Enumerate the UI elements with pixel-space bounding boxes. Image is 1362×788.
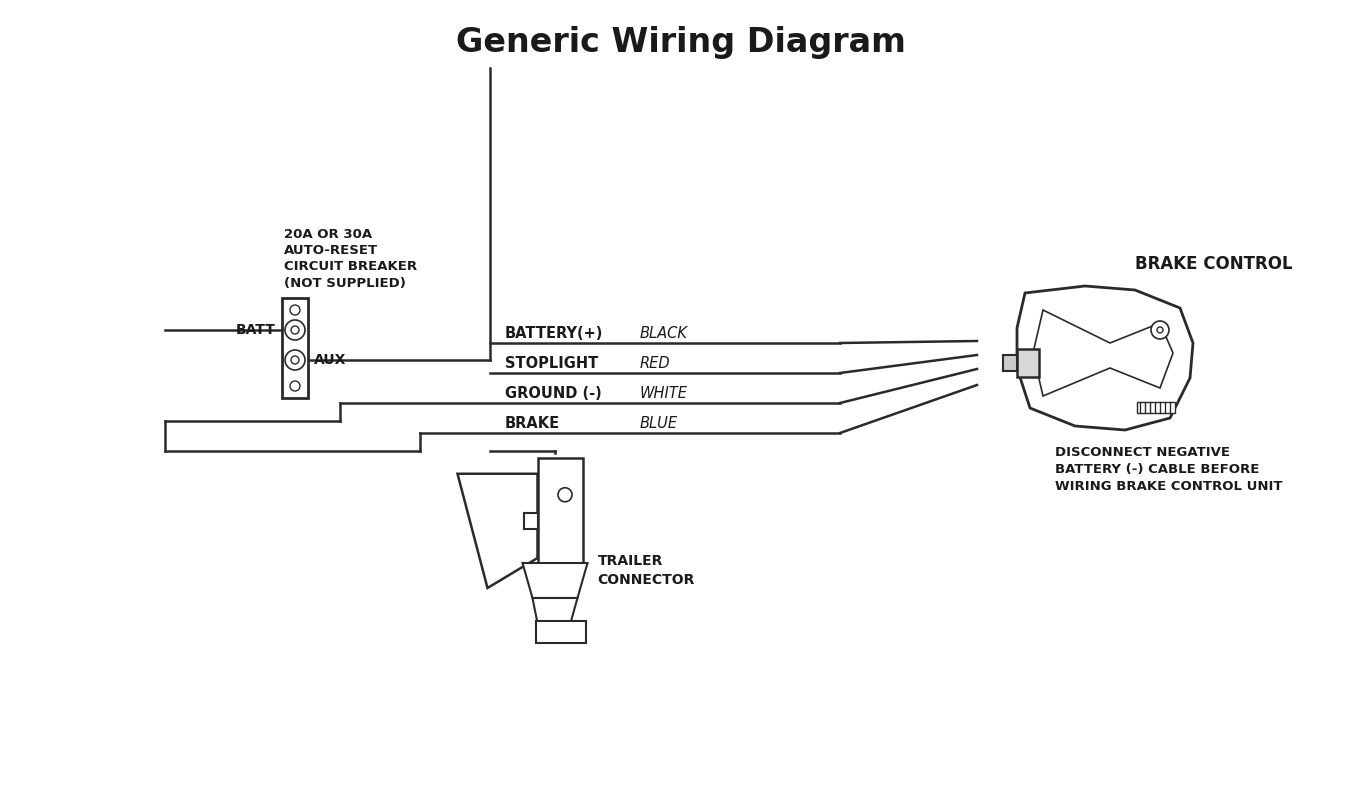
- Circle shape: [291, 326, 300, 334]
- Bar: [1137, 402, 1175, 413]
- Bar: [1017, 349, 1039, 377]
- Bar: [523, 513, 538, 529]
- Text: GROUND (-): GROUND (-): [505, 385, 602, 400]
- Polygon shape: [533, 598, 577, 623]
- Text: TRAILER
CONNECTOR: TRAILER CONNECTOR: [598, 554, 695, 587]
- Circle shape: [558, 488, 572, 502]
- Text: DISCONNECT NEGATIVE
BATTERY (-) CABLE BEFORE
WIRING BRAKE CONTROL UNIT: DISCONNECT NEGATIVE BATTERY (-) CABLE BE…: [1056, 446, 1283, 493]
- Text: 20A OR 30A
AUTO-RESET
CIRCUIT BREAKER
(NOT SUPPLIED): 20A OR 30A AUTO-RESET CIRCUIT BREAKER (N…: [285, 228, 417, 290]
- Text: BATT: BATT: [236, 323, 276, 337]
- Text: BLACK: BLACK: [640, 325, 688, 340]
- Text: RED: RED: [640, 355, 670, 370]
- Text: Generic Wiring Diagram: Generic Wiring Diagram: [456, 26, 906, 59]
- Bar: [282, 298, 308, 398]
- Bar: [1002, 355, 1017, 371]
- Text: STOPLIGHT: STOPLIGHT: [505, 355, 598, 370]
- Circle shape: [1156, 327, 1163, 333]
- Text: BATTERY(+): BATTERY(+): [505, 325, 603, 340]
- Circle shape: [290, 305, 300, 315]
- Circle shape: [1151, 321, 1169, 339]
- Circle shape: [285, 350, 305, 370]
- Text: WHITE: WHITE: [640, 385, 688, 400]
- Polygon shape: [458, 474, 538, 588]
- Polygon shape: [523, 563, 587, 598]
- Polygon shape: [1017, 286, 1193, 430]
- Bar: [538, 458, 583, 563]
- Bar: [535, 621, 586, 643]
- Circle shape: [290, 381, 300, 391]
- Circle shape: [291, 356, 300, 364]
- Text: BRAKE: BRAKE: [505, 415, 560, 430]
- Text: BLUE: BLUE: [640, 415, 678, 430]
- Text: AUX: AUX: [315, 353, 346, 367]
- Circle shape: [285, 320, 305, 340]
- Text: BRAKE CONTROL: BRAKE CONTROL: [1135, 255, 1293, 273]
